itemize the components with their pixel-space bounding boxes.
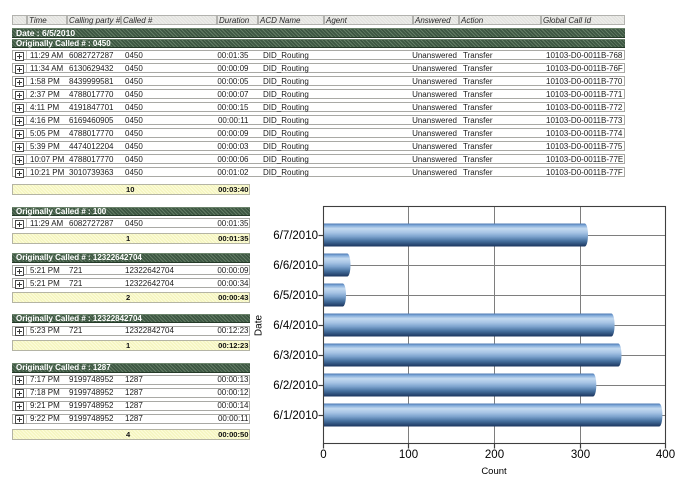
svg-text:300: 300 (571, 449, 590, 461)
svg-text:6/5/2010: 6/5/2010 (273, 290, 318, 302)
svg-text:6/4/2010: 6/4/2010 (273, 320, 318, 332)
svg-text:6/7/2010: 6/7/2010 (273, 230, 318, 242)
svg-text:100: 100 (399, 449, 418, 461)
svg-text:6/2/2010: 6/2/2010 (273, 380, 318, 392)
svg-text:200: 200 (485, 449, 504, 461)
svg-text:6/3/2010: 6/3/2010 (273, 350, 318, 362)
svg-text:6/1/2010: 6/1/2010 (273, 410, 318, 422)
svg-text:Count: Count (481, 466, 507, 477)
svg-text:0: 0 (320, 449, 326, 461)
svg-text:6/6/2010: 6/6/2010 (273, 260, 318, 272)
svg-text:400: 400 (656, 449, 675, 461)
svg-text:Date: Date (254, 315, 265, 337)
